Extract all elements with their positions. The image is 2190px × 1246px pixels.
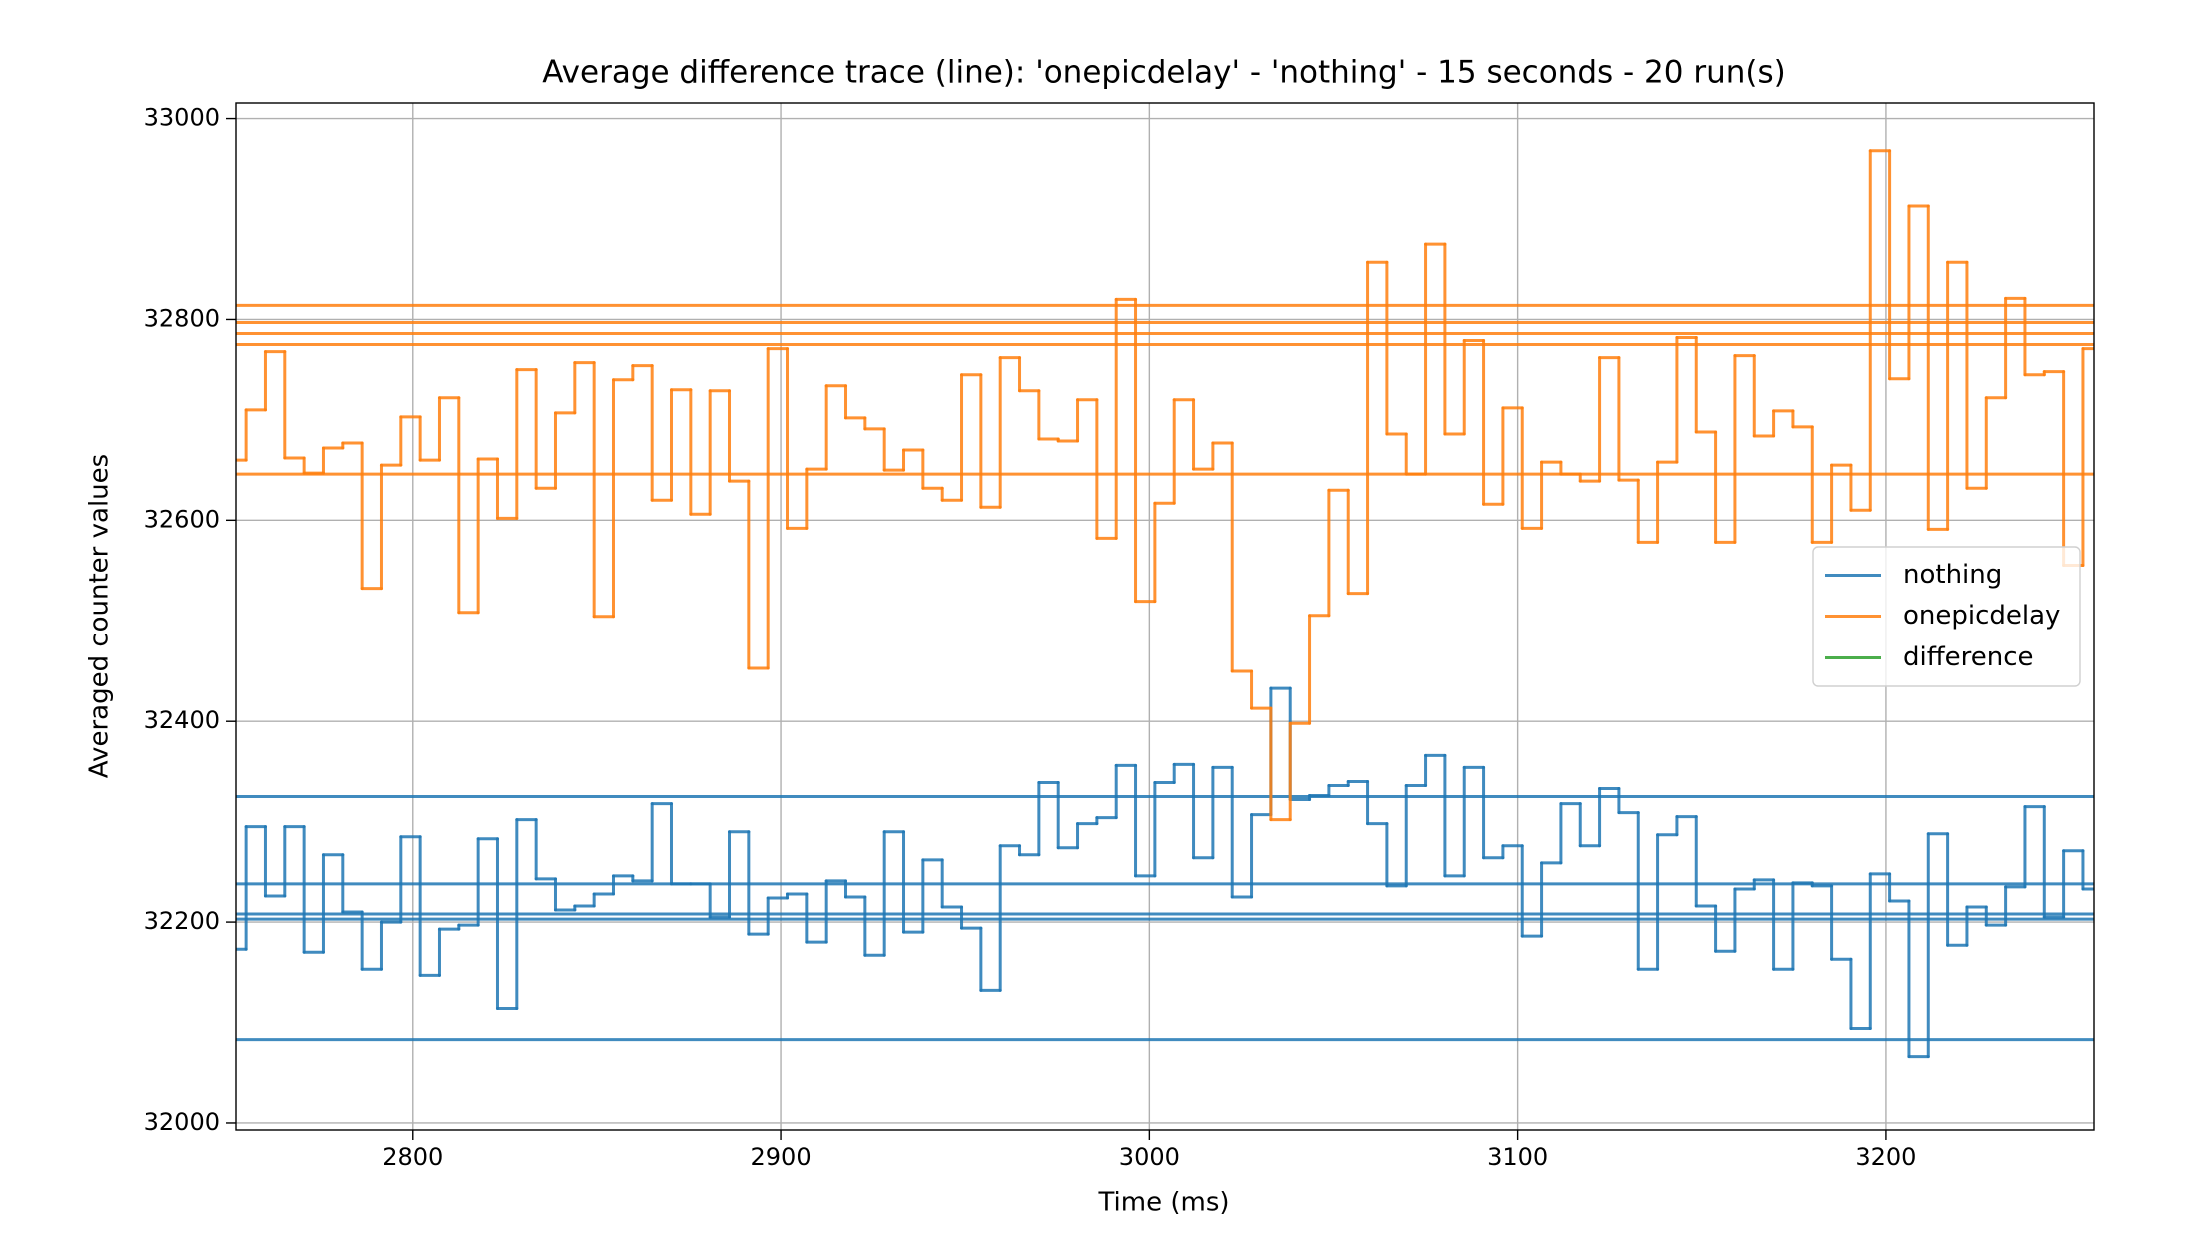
y-tick-label: 32000	[144, 1108, 220, 1136]
grid	[236, 103, 2094, 1130]
y-axis-label: Averaged counter values	[85, 454, 115, 778]
legend-label: nothing	[1903, 560, 2002, 590]
y-tick-label: 32800	[144, 304, 220, 332]
y-tick-label: 32400	[144, 706, 220, 734]
x-tick-label: 3100	[1487, 1143, 1548, 1171]
plot-area	[236, 149, 2094, 1059]
legend: nothing onepicdelay difference	[1812, 546, 2081, 687]
axes: 2800 2900 3000 3100 3200 32000 32200 32400 32600…	[144, 104, 1917, 1171]
axes-frame	[235, 102, 2095, 1131]
legend-box	[1812, 546, 2081, 687]
chart-title: Average difference trace (line): 'onepic…	[542, 55, 1785, 91]
series-line	[236, 149, 2094, 822]
x-tick-label: 3200	[1855, 1143, 1916, 1171]
x-tick-label: 3000	[1119, 1143, 1180, 1171]
legend-label: difference	[1903, 642, 2034, 672]
x-tick-label: 2900	[751, 1143, 812, 1171]
y-tick-label: 33000	[144, 104, 220, 132]
y-tick-label: 32200	[144, 907, 220, 935]
legend-label: onepicdelay	[1903, 601, 2060, 631]
x-axis-label: Time (ms)	[1097, 1188, 1229, 1218]
x-tick-label: 2800	[382, 1143, 443, 1171]
y-tick-label: 32600	[144, 505, 220, 533]
series-line	[236, 686, 2094, 1059]
